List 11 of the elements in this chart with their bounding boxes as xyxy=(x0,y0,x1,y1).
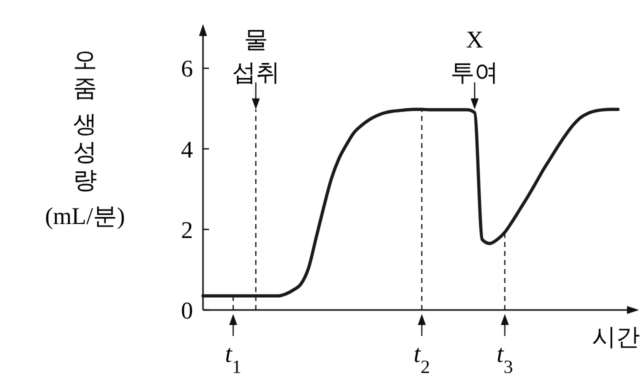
x-axis-title: 시간 xyxy=(592,323,640,351)
y-tick-label: 2 xyxy=(181,218,193,244)
x-tick-label: t$_{2}$ xyxy=(414,341,430,378)
annotation: X 투여 xyxy=(450,27,499,86)
annotation: 물 섭취 xyxy=(232,25,280,86)
y-tick-label: 0 xyxy=(181,298,193,324)
y-tick-label: 4 xyxy=(181,137,193,164)
x-tick-label: t$_{1}$ xyxy=(225,341,242,378)
y-tick-label: 6 xyxy=(181,56,193,83)
x-tick-label: t$_{3}$ xyxy=(496,341,513,378)
y-axis-title: 오줌 생성량 (mL/분) xyxy=(45,46,125,230)
